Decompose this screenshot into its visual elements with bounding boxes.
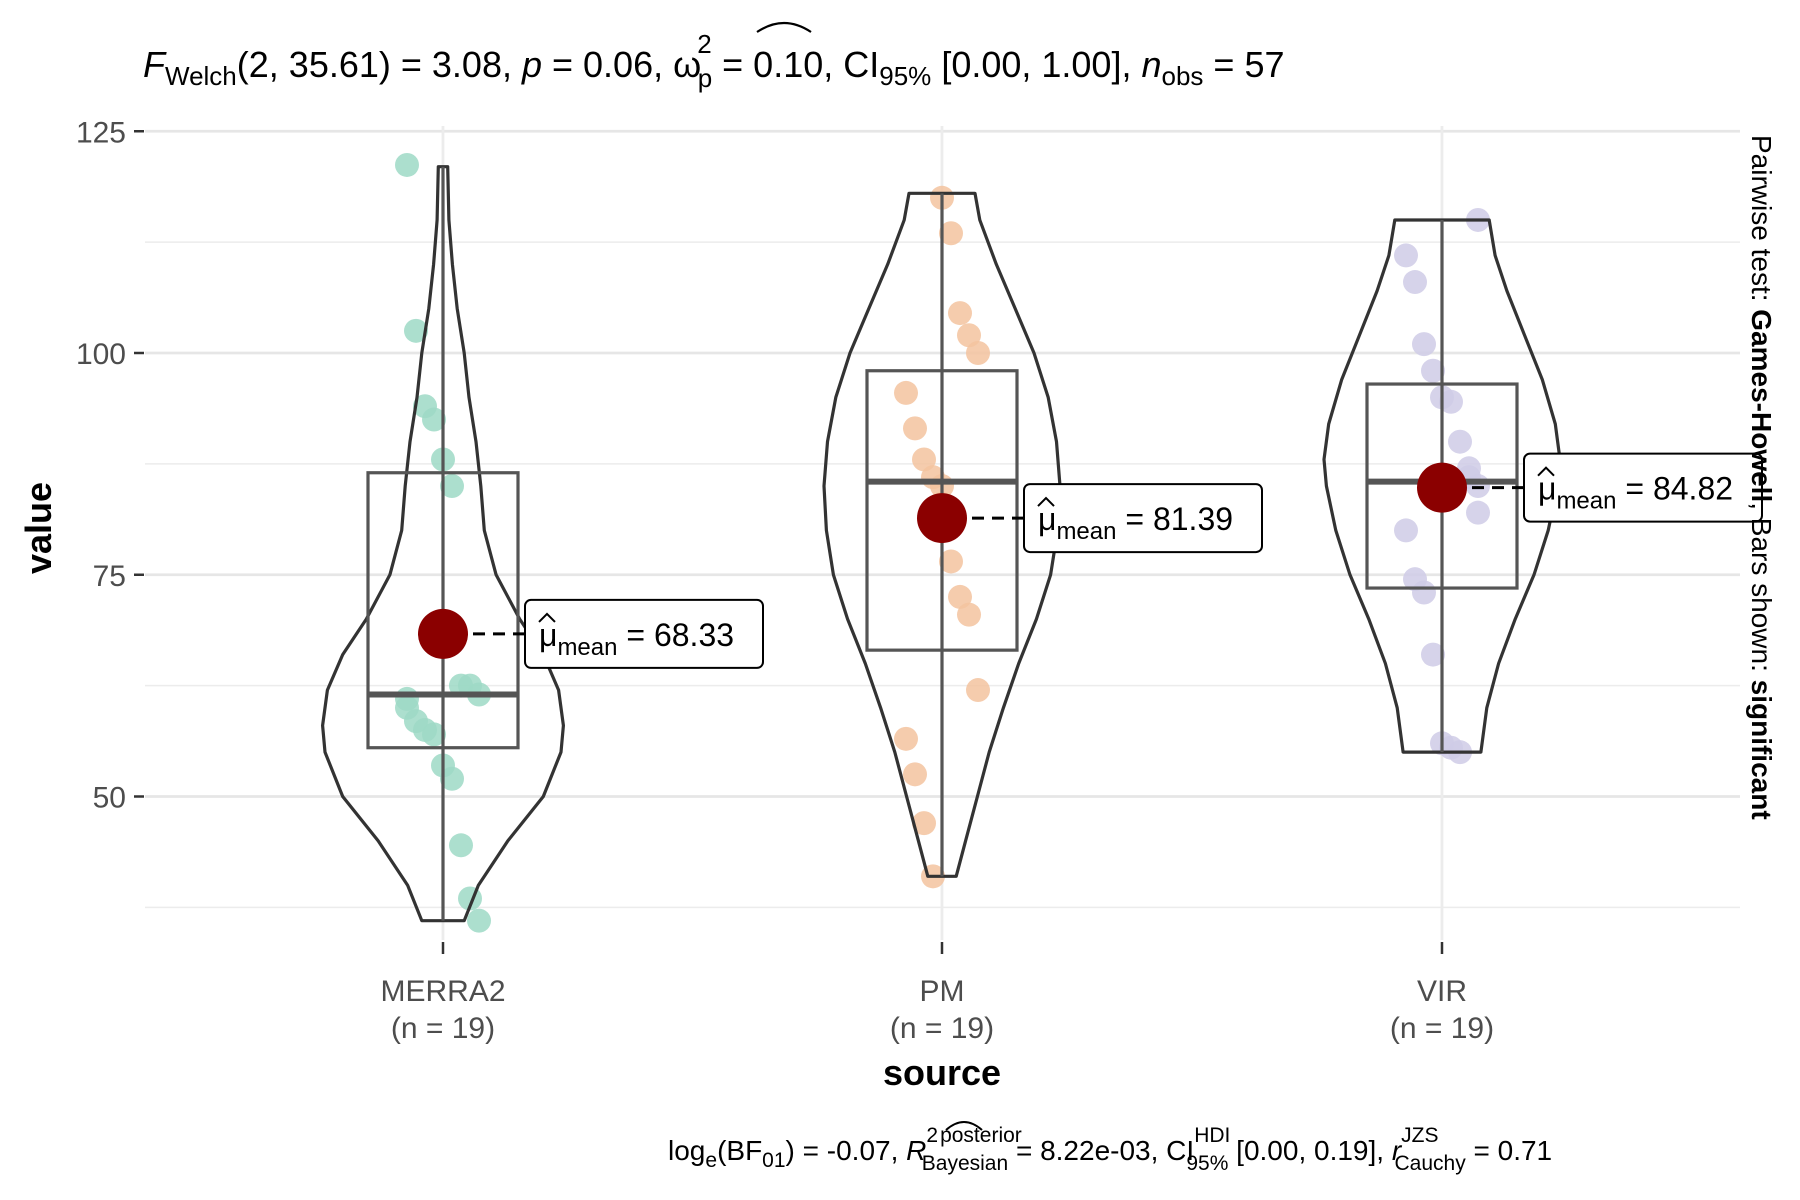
x-tick-n-label: (n = 19) [1390,1012,1494,1045]
data-point [966,341,990,365]
data-point [422,722,446,747]
x-tick-n-label: (n = 19) [391,1012,495,1045]
data-point [1421,358,1445,383]
data-point [395,686,419,711]
data-point [966,678,990,703]
x-tick-label: VIR [1417,975,1467,1008]
y-tick-label: 100 [76,338,126,371]
violin [321,165,565,923]
data-point [1466,500,1490,525]
group-pm: μmean = 81.39 [822,185,1263,889]
mean-point [917,493,967,544]
x-tick-label: PM [920,975,965,1008]
data-point [903,762,927,787]
data-point [1403,270,1427,295]
data-point [1412,332,1436,357]
y-axis-title: value [18,482,59,574]
mean-hat [1037,496,1055,507]
data-point [1394,243,1418,268]
data-point [903,416,927,441]
bayes-caption: loge(BF01) = -0.07, R2posterior Bayesian … [668,1124,1552,1175]
box [366,471,520,750]
x-tick-n-label: (n = 19) [890,1012,994,1045]
data-point [395,152,419,177]
r2-hat [945,1121,983,1131]
y-tick-label: 75 [93,560,126,593]
mean-hat [1537,466,1555,477]
data-point [404,318,428,343]
mean-label-box [1023,483,1263,554]
y-tick-label: 125 [76,116,126,149]
side-caption: Pairwise test: Games-Howell, Bars shown:… [1746,135,1777,820]
plot-area: μmean = 68.33 μmean = 81.39 μmean = 84.82 [321,152,1763,933]
data-point [894,726,918,751]
data-point [1466,474,1490,499]
data-point [1412,580,1436,605]
violin [822,191,1062,878]
omega-hat [756,21,812,33]
data-point [440,474,464,499]
data-point [1394,518,1418,543]
y-tick-label: 50 [93,782,126,815]
mean-point [1417,462,1467,513]
group-merra2: μmean = 68.33 [321,152,764,933]
chart-title: FWelch(2, 35.61) = 3.08, p = 0.06, ω2 p =… [143,29,1285,93]
mean-label-box [524,598,764,669]
box [1365,382,1519,590]
x-tick-label: MERRA2 [380,975,505,1008]
data-point [1439,389,1463,414]
data-point [948,584,972,609]
data-point [912,811,936,836]
x-axis: MERRA2 (n = 19) PM (n = 19) VIR (n = 19) [380,942,1494,1045]
group-vir: μmean = 84.82 [1322,207,1763,765]
y-axis: 50 75 100 125 [76,116,144,815]
data-point [1421,642,1445,667]
data-point [939,549,963,574]
mean-hat [538,612,556,623]
data-point [1448,429,1472,454]
data-point [939,221,963,246]
mean-point [418,608,468,659]
data-point [948,301,972,326]
data-point [440,766,464,791]
x-axis-title: source [883,1052,1001,1093]
mean-label: μmean = 81.39 [1038,501,1233,545]
data-point [422,407,446,432]
data-point [957,323,981,348]
data-point [467,908,491,933]
box [865,369,1019,652]
mean-label: μmean = 68.33 [539,617,734,661]
mean-label-box [1523,452,1763,523]
data-point [957,602,981,627]
data-point [912,447,936,472]
data-point [449,833,473,858]
violin [1322,218,1562,754]
data-point [894,380,918,405]
mean-label: μmean = 84.82 [1538,471,1733,515]
